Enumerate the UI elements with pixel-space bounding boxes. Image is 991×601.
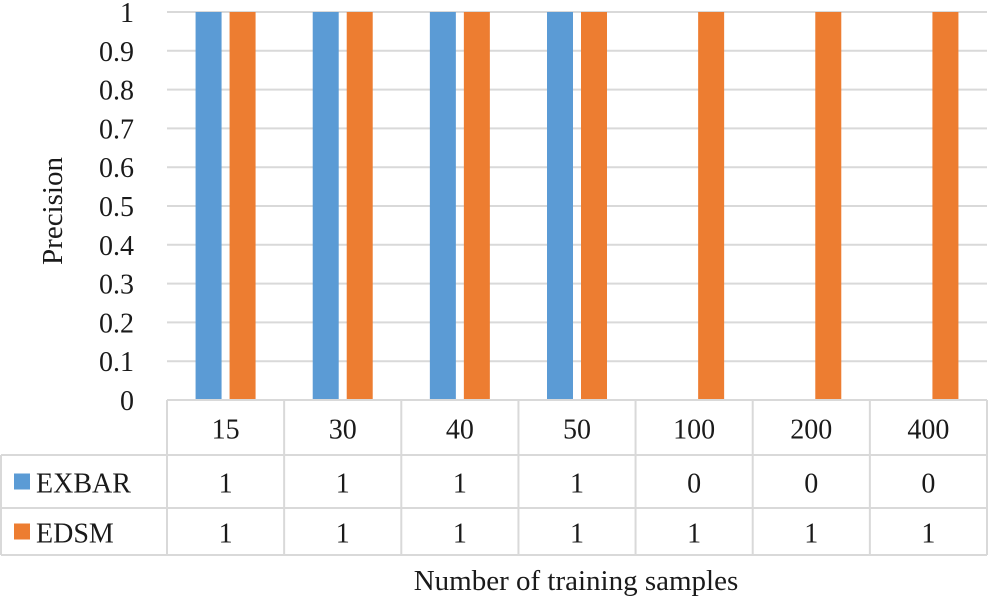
bar-edsm-40 (463, 12, 490, 400)
bar-edsm-200 (815, 12, 842, 400)
y-tick-label: 0.9 (99, 37, 134, 68)
table-value: 1 (921, 519, 935, 550)
bar-exbar-30 (312, 12, 339, 400)
y-tick-label: 0.6 (99, 153, 134, 184)
table-value: 1 (570, 519, 584, 550)
bar-edsm-400 (932, 12, 959, 400)
legend-key-edsm (14, 523, 30, 540)
table-value: 1 (219, 519, 233, 550)
bar-exbar-40 (429, 12, 456, 400)
y-tick-label: 0.8 (99, 76, 134, 107)
table-value: 0 (687, 469, 701, 500)
y-tick-label: 1 (120, 0, 134, 29)
bar-edsm-50 (581, 12, 607, 400)
bar-edsm-100 (698, 12, 725, 400)
table-value: 0 (921, 469, 935, 500)
bar-edsm-30 (346, 12, 373, 400)
bars (195, 12, 959, 400)
table-value: 1 (453, 469, 467, 500)
bar-edsm-15 (229, 12, 256, 400)
x-category-label: 400 (907, 415, 949, 446)
x-category-label: 40 (446, 415, 474, 446)
y-tick-label: 0.2 (99, 308, 134, 339)
y-tick-label: 0.4 (99, 231, 134, 262)
bar-exbar-50 (547, 12, 573, 400)
table-value: 0 (804, 469, 818, 500)
table-value: 1 (453, 519, 467, 550)
table-value: 1 (804, 519, 818, 550)
y-axis-ticks: 0 0.1 0.2 0.3 0.4 0.5 0.6 0.7 0.8 0.9 1 (99, 0, 134, 417)
gridlines (167, 11, 987, 363)
table-value: 1 (570, 469, 584, 500)
y-tick-label: 0.7 (99, 114, 134, 145)
x-category-label: 15 (212, 415, 240, 446)
x-category-label: 50 (563, 415, 591, 446)
table-value: 1 (687, 519, 701, 550)
y-tick-label: 0.1 (99, 347, 134, 378)
x-category-label: 30 (329, 415, 357, 446)
legend-key-exbar (14, 473, 30, 490)
x-category-label: 200 (790, 415, 832, 446)
x-category-label: 100 (673, 415, 715, 446)
y-tick-label: 0 (120, 386, 134, 417)
legend-label-exbar: EXBAR (36, 469, 131, 500)
bar-exbar-15 (195, 12, 222, 400)
x-axis-title: Number of training samples (414, 565, 739, 597)
y-tick-label: 0.5 (99, 192, 134, 223)
table-value: 1 (219, 469, 233, 500)
y-tick-label: 0.3 (99, 270, 134, 301)
y-axis-title: Precision (37, 157, 69, 265)
legend-label-edsm: EDSM (36, 519, 114, 550)
table-value: 1 (336, 519, 350, 550)
table-value: 1 (336, 469, 350, 500)
